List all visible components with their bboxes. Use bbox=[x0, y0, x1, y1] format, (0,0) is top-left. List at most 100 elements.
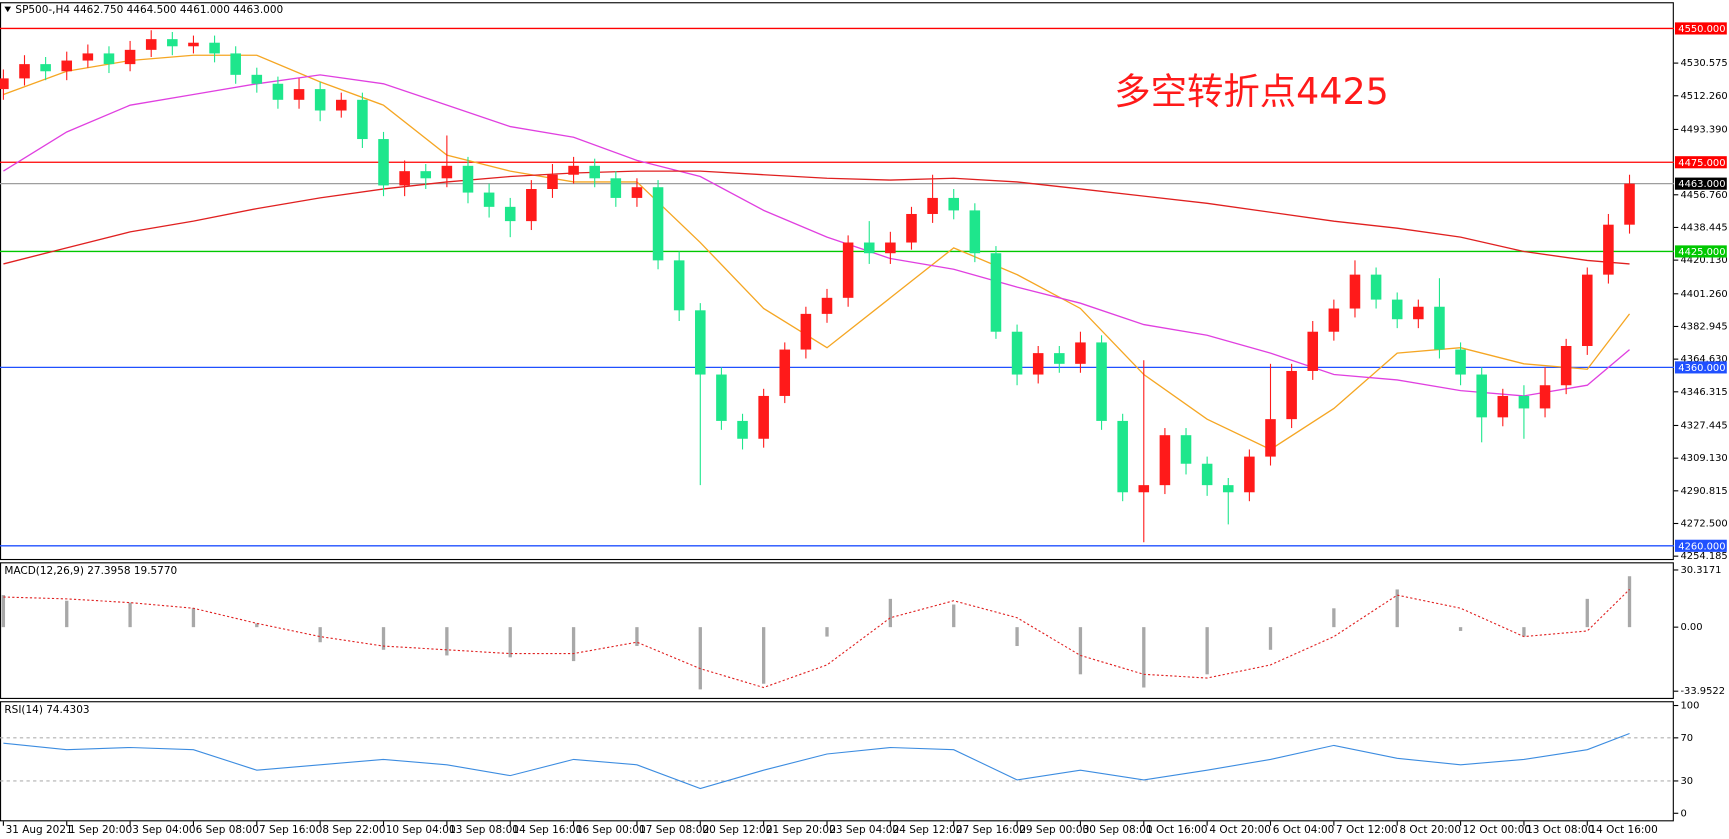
level-label: 4550.000 bbox=[1678, 24, 1725, 35]
candle-body bbox=[631, 187, 643, 198]
x-tick-label: 3 Sep 04:00 bbox=[132, 824, 195, 836]
candle-body bbox=[779, 349, 791, 396]
candle-body bbox=[1011, 331, 1023, 375]
candle-body bbox=[1497, 395, 1509, 418]
y-tick-label: 4420.130 bbox=[1680, 255, 1727, 266]
candle-body bbox=[1581, 274, 1593, 346]
y-tick-label: 4382.945 bbox=[1680, 321, 1727, 332]
candle-body bbox=[251, 74, 263, 84]
candle-body bbox=[1603, 224, 1614, 275]
candle-body bbox=[1518, 395, 1530, 409]
candle-body bbox=[1476, 374, 1487, 418]
macd-bar bbox=[1458, 627, 1463, 631]
candle-body bbox=[293, 89, 305, 100]
candle-body bbox=[357, 99, 368, 140]
candle-body bbox=[61, 60, 73, 72]
x-tick-label: 21 Sep 20:00 bbox=[766, 824, 836, 836]
candle-body bbox=[1560, 345, 1572, 386]
y-tick-label: 4290.815 bbox=[1680, 486, 1727, 497]
annotation: 多空转折点4425 bbox=[1114, 70, 1388, 113]
candle-body bbox=[314, 89, 326, 111]
candle-body bbox=[695, 310, 706, 375]
candle-body bbox=[716, 374, 727, 421]
menu-triangle[interactable] bbox=[4, 6, 12, 13]
candle-body bbox=[230, 53, 241, 75]
y-tick-label: 4364.630 bbox=[1680, 354, 1727, 365]
candle-body bbox=[1265, 419, 1276, 457]
candle-body bbox=[399, 171, 410, 186]
candle-body bbox=[483, 192, 495, 207]
y-tick-label: 4401.260 bbox=[1680, 289, 1727, 300]
candle-body bbox=[1539, 385, 1551, 409]
level-label: 4425.000 bbox=[1678, 247, 1725, 258]
macd-signal bbox=[3, 589, 1630, 689]
level-label-box bbox=[1674, 361, 1727, 374]
y-tick-label: 4327.445 bbox=[1680, 420, 1727, 431]
candle-body bbox=[1117, 420, 1128, 493]
candle-body bbox=[103, 53, 115, 65]
candle-body bbox=[800, 313, 812, 350]
x-tick-label: 27 Sep 16:00 bbox=[956, 824, 1026, 836]
level-label-box bbox=[1674, 177, 1727, 190]
x-tick-label: 31 Aug 2021 bbox=[6, 824, 73, 836]
candle-body bbox=[673, 260, 685, 311]
candle-body bbox=[1286, 370, 1297, 420]
x-tick-label: 13 Oct 08:00 bbox=[1526, 824, 1594, 836]
y-tick-label: 30.3171 bbox=[1680, 565, 1721, 576]
x-tick-label: 23 Sep 04:00 bbox=[829, 824, 899, 836]
macd-bar bbox=[445, 627, 449, 656]
level-label: 4360.000 bbox=[1678, 363, 1725, 374]
y-tick-label: 4346.315 bbox=[1680, 387, 1727, 398]
macd-bar bbox=[508, 627, 512, 658]
y-tick-label: 4512.260 bbox=[1680, 91, 1727, 102]
level-label-box bbox=[1674, 245, 1727, 258]
candle-body bbox=[1075, 342, 1086, 364]
level-label-box bbox=[1674, 22, 1727, 35]
y-tick-label: 4438.445 bbox=[1680, 222, 1727, 233]
candle-body bbox=[1159, 435, 1171, 486]
price-panel-border bbox=[0, 2, 1674, 561]
macd-bar bbox=[1627, 576, 1632, 628]
candle-body bbox=[1054, 353, 1065, 364]
x-tick-label: 7 Oct 12:00 bbox=[1336, 824, 1398, 836]
candle-body bbox=[1201, 463, 1213, 486]
candle-body bbox=[1307, 331, 1319, 371]
candle-body bbox=[462, 165, 474, 193]
candle-body bbox=[589, 165, 600, 179]
candle-body bbox=[1391, 299, 1403, 320]
candle-body bbox=[504, 206, 516, 222]
candle-body bbox=[842, 242, 854, 298]
rsi-panel-border bbox=[0, 701, 1674, 822]
macd-bar bbox=[1205, 627, 1209, 675]
macd-panel-border bbox=[0, 562, 1674, 699]
x-tick-label: 24 Sep 12:00 bbox=[893, 824, 963, 836]
macd-bar bbox=[1268, 627, 1273, 650]
macd-bar bbox=[1015, 627, 1019, 647]
candle-body bbox=[272, 83, 284, 100]
candle-body bbox=[1349, 274, 1361, 309]
macd-bar bbox=[1078, 627, 1083, 675]
candle-body bbox=[1413, 306, 1424, 320]
candle-body bbox=[863, 242, 875, 254]
rsi-title: RSI(14) 74.4303 bbox=[4, 704, 89, 716]
x-tick-label: 7 Sep 16:00 bbox=[259, 824, 322, 836]
candle-body bbox=[1222, 485, 1234, 493]
macd-bar bbox=[1522, 627, 1526, 637]
macd-bar bbox=[191, 608, 196, 628]
macd-title: MACD(12,26,9) 27.3958 19.5770 bbox=[4, 565, 177, 577]
macd-bar bbox=[635, 627, 639, 647]
y-tick-label: 4254.185 bbox=[1680, 551, 1727, 562]
x-tick-label: 16 Sep 00:00 bbox=[576, 824, 646, 836]
moving-average bbox=[3, 170, 1630, 265]
candle-body bbox=[1032, 353, 1044, 375]
candle-body bbox=[652, 187, 664, 261]
candle-body bbox=[82, 53, 94, 61]
level-label-box bbox=[1674, 156, 1727, 169]
x-tick-label: 6 Sep 08:00 bbox=[196, 824, 259, 836]
macd-bar bbox=[698, 627, 702, 690]
candle-body bbox=[1434, 306, 1445, 350]
macd-bar bbox=[761, 627, 766, 684]
candle-body bbox=[547, 174, 558, 190]
candle-body bbox=[1455, 349, 1466, 375]
candle-body bbox=[1244, 456, 1255, 493]
